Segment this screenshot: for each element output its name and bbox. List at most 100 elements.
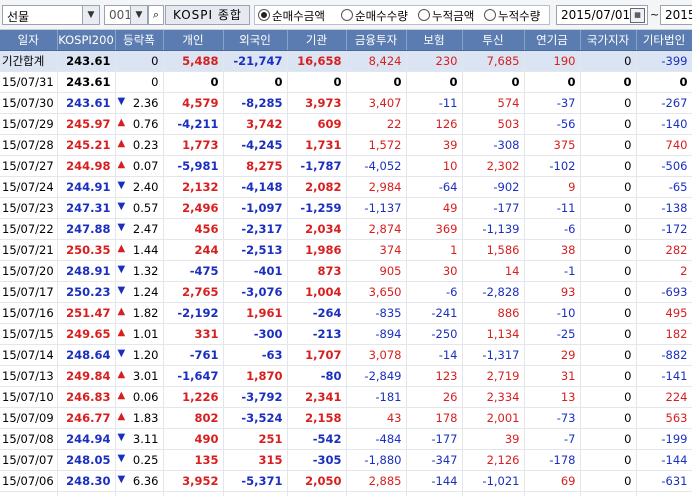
- chevron-down-icon[interactable]: ▼: [130, 6, 147, 24]
- gov-cell: 0: [580, 365, 637, 387]
- investor-trading-grid[interactable]: 일자 KOSPI200 등락폭 개인 외국인 기관 금융투자 보험 투신 연기금 국가지자 기타법인 …: [0, 30, 692, 496]
- triangle-up-icon: ▲: [117, 306, 126, 317]
- table-row[interactable]: 기간합계 243.61 0 5,488 -21,747 16,658 8,424 230 7,6…: [0, 50, 692, 72]
- other-corp-cell: 0: [636, 71, 692, 93]
- gov-cell: 0: [580, 260, 637, 282]
- individual-cell: -4,211: [163, 113, 224, 135]
- other-corp-cell: -882: [636, 344, 692, 366]
- table-row[interactable]: 15/07/22 247.88 ▼ 2.47 456 -2,317 2,034 2,874 36…: [0, 218, 692, 240]
- table-row[interactable]: 15/07/03254.66▼0.842,460-3,8291,0761,027…: [0, 491, 692, 496]
- column-header[interactable]: 국가지자: [580, 30, 637, 51]
- table-row[interactable]: 15/07/20 248.91 ▼ 1.32 -475 -401 873 905 30 14 -1 0…: [0, 260, 692, 282]
- insurance-cell: 39: [406, 134, 463, 156]
- kospi200-cell: 243.61: [57, 92, 116, 114]
- foreign-cell: 3,742: [223, 113, 288, 135]
- radio-net-buy-amount[interactable]: 순매수금액: [258, 8, 325, 24]
- trust-cell: 886: [462, 302, 525, 324]
- triangle-up-icon: ▲: [117, 369, 126, 380]
- kospi200-cell: 248.30: [57, 470, 116, 492]
- individual-cell: 490: [163, 428, 224, 450]
- radio-net-buy-qty[interactable]: 순매수수량: [341, 8, 408, 24]
- table-row[interactable]: 15/07/28 245.21 ▲ 0.23 1,773 -4,245 1,731 1,572…: [0, 134, 692, 156]
- trust-cell: 2,126: [462, 449, 525, 471]
- institution-cell: 1,731: [287, 134, 347, 156]
- fin-invest-cell: -1,880: [346, 449, 407, 471]
- calendar-icon[interactable]: ▦: [630, 8, 645, 23]
- pension-cell: -73: [524, 407, 581, 429]
- fin-invest-cell: 0: [346, 71, 407, 93]
- table-row[interactable]: 15/07/17 250.23 ▼ 1.24 2,765 -3,076 1,004 3,650…: [0, 281, 692, 303]
- other-corp-cell: -199: [636, 428, 692, 450]
- table-row[interactable]: 15/07/29 245.97 ▲ 0.76 -4,211 3,742 609 22 126 50…: [0, 113, 692, 135]
- column-header[interactable]: 연기금: [524, 30, 581, 51]
- table-row[interactable]: 15/07/27 244.98 ▲ 0.07 -5,981 8,275 -1,787 -4,0…: [0, 155, 692, 177]
- individual-cell: 1,226: [163, 386, 224, 408]
- table-row[interactable]: 15/07/09 246.77 ▲ 1.83 802 -3,524 2,158 43 178 2,…: [0, 407, 692, 429]
- column-header[interactable]: 등락폭: [115, 30, 164, 51]
- change-cell: ▼ 2.47: [115, 218, 164, 240]
- insurance-cell: 123: [406, 365, 463, 387]
- date-cell: 15/07/31: [0, 71, 58, 93]
- insurance-cell: 1: [406, 239, 463, 261]
- table-row[interactable]: 15/07/24 244.91 ▼ 2.40 2,132 -4,148 2,082 2,984…: [0, 176, 692, 198]
- institution-cell: 16,658: [287, 50, 347, 72]
- chevron-down-icon[interactable]: ▼: [82, 6, 99, 24]
- column-header[interactable]: KOSPI200: [57, 30, 116, 51]
- table-row[interactable]: 15/07/15 249.65 ▲ 1.01 331 -300 -213 -894 -250 1,…: [0, 323, 692, 345]
- end-date-field[interactable]: 2015/: [660, 5, 692, 25]
- institution-cell: 2,158: [287, 407, 347, 429]
- radio-unchecked-icon: [418, 9, 430, 21]
- table-row[interactable]: 15/07/14 248.64 ▼ 1.20 -761 -63 1,707 3,078 -14-…: [0, 344, 692, 366]
- code-select[interactable]: 001 ▼: [104, 5, 148, 25]
- column-header[interactable]: 보험: [406, 30, 463, 51]
- trust-cell: 2,719: [462, 365, 525, 387]
- date-cell: 15/07/17: [0, 281, 58, 303]
- gov-cell: 0: [580, 491, 637, 496]
- table-row[interactable]: 15/07/31 243.61 0 0 0 0 0 0 0 0 0 0: [0, 71, 692, 93]
- foreign-cell: 0: [223, 71, 288, 93]
- index-name-button[interactable]: KOSPI 종합: [165, 5, 250, 25]
- pension-cell: 0: [524, 71, 581, 93]
- column-header[interactable]: 일자: [0, 30, 58, 51]
- change-value: 1.82: [132, 306, 159, 320]
- column-header[interactable]: 금융투자: [346, 30, 407, 51]
- table-row[interactable]: 15/07/08 244.94 ▼ 3.11 490 251 -542 -484 -177 39-…: [0, 428, 692, 450]
- fin-invest-cell: 3,078: [346, 344, 407, 366]
- table-row[interactable]: 15/07/16 251.47 ▲ 1.82 -2,192 1,961 -264 -835 -2…: [0, 302, 692, 324]
- date-cell: 15/07/16: [0, 302, 58, 324]
- date-cell: 15/07/22: [0, 218, 58, 240]
- column-header[interactable]: 기타법인: [636, 30, 692, 51]
- other-corp-cell: -693: [636, 281, 692, 303]
- other-corp-cell: 182: [636, 323, 692, 345]
- trust-cell: 503: [462, 113, 525, 135]
- fin-invest-cell: -181: [346, 386, 407, 408]
- market-select[interactable]: 선물 ▼: [2, 5, 100, 25]
- table-row[interactable]: 15/07/21 250.35 ▲ 1.44 244 -2,513 1,986 374 1 1,5…: [0, 239, 692, 261]
- trust-cell: -1,021: [462, 470, 525, 492]
- table-row[interactable]: 15/07/06 248.30 ▼ 6.36 3,952 -5,371 2,050 2,885…: [0, 470, 692, 492]
- column-header[interactable]: 기관: [287, 30, 347, 51]
- radio-cum-qty[interactable]: 누적수량: [484, 8, 540, 24]
- column-header[interactable]: 개인: [163, 30, 224, 51]
- date-cell: 15/07/13: [0, 365, 58, 387]
- table-row[interactable]: 15/07/13 249.84 ▲ 3.01 -1,647 1,870 -80 -2,849 1…: [0, 365, 692, 387]
- individual-cell: -1,647: [163, 365, 224, 387]
- table-row[interactable]: 15/07/23 247.31 ▼ 0.57 2,496 -1,097 -1,259 -1,1…: [0, 197, 692, 219]
- table-row[interactable]: 15/07/30 243.61 ▼ 2.36 4,579 -8,285 3,973 3,407…: [0, 92, 692, 114]
- institution-cell: 3,973: [287, 92, 347, 114]
- search-icon[interactable]: ⌕: [148, 5, 164, 25]
- radio-cum-amount[interactable]: 누적금액: [418, 8, 474, 24]
- table-row[interactable]: 15/07/10 246.83 ▲ 0.06 1,226 -3,792 2,341 -181 2…: [0, 386, 692, 408]
- fin-invest-cell: -484: [346, 428, 407, 450]
- insurance-cell: 26: [406, 386, 463, 408]
- individual-cell: 5,488: [163, 50, 224, 72]
- institution-cell: 2,034: [287, 218, 347, 240]
- trust-cell: -344: [462, 491, 525, 496]
- table-row[interactable]: 15/07/07 248.05 ▼ 0.25 135 315 -305 -1,880 -347 2…: [0, 449, 692, 471]
- pension-cell: -1: [524, 260, 581, 282]
- other-corp-cell: -144: [636, 449, 692, 471]
- column-header[interactable]: 투신: [462, 30, 525, 51]
- column-header[interactable]: 외국인: [223, 30, 288, 51]
- start-date-field[interactable]: 2015/07/01 ▦: [556, 5, 648, 25]
- gov-cell: 0: [580, 50, 637, 72]
